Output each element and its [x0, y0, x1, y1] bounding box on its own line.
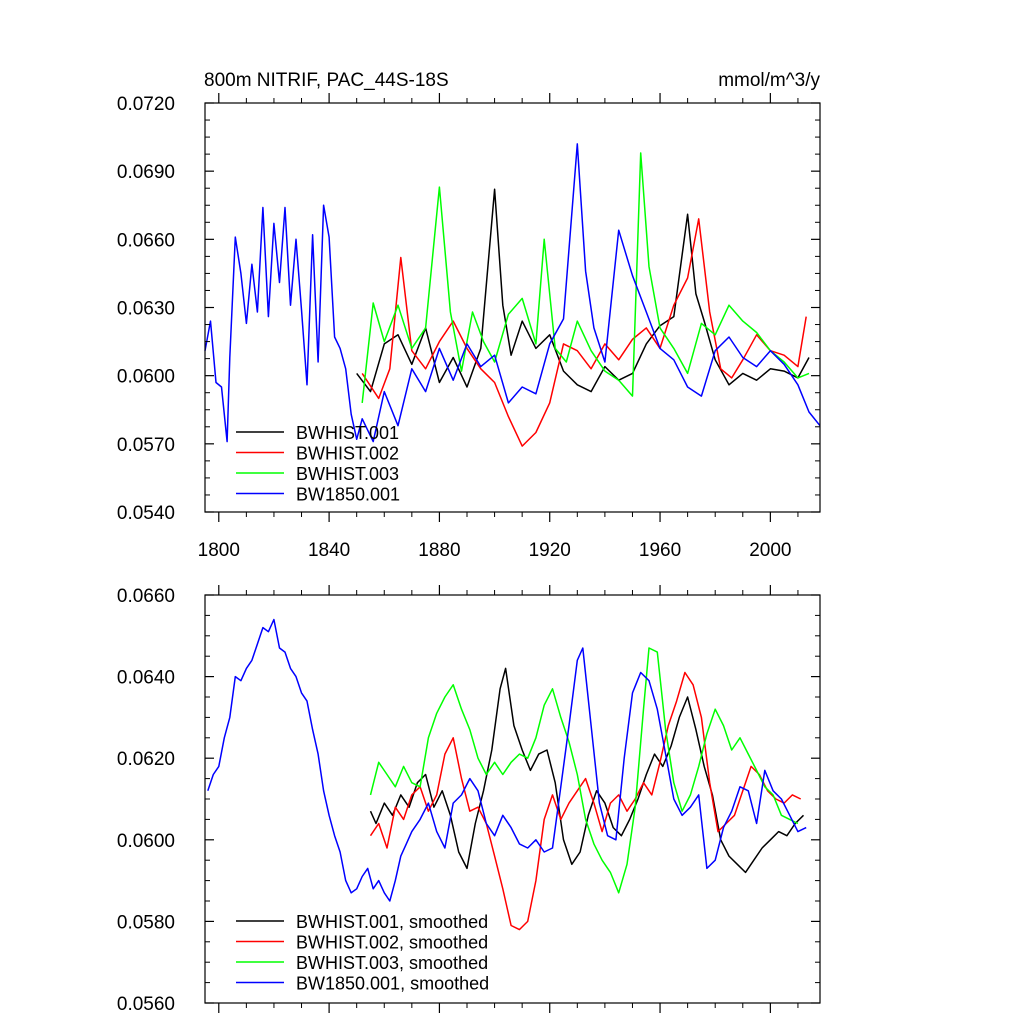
legend-label: BWHIST.002, smoothed: [296, 933, 488, 953]
x-tick-label: 2000: [749, 540, 791, 561]
series-line-1: [369, 667, 805, 874]
chart-title: 800m NITRIF, PAC_44S-18S: [204, 70, 449, 91]
y-tick-label: 0.0720: [117, 94, 175, 115]
x-tick-label: 1800: [198, 540, 240, 561]
legend-label: BWHIST.001, smoothed: [296, 912, 488, 932]
legend-label: BWHIST.003: [296, 464, 399, 484]
y-tick-label: 0.0630: [117, 299, 175, 320]
y-tick-label: 0.0620: [117, 749, 175, 770]
legend-label: BWHIST.003, smoothed: [296, 953, 488, 973]
series-line-4: [204, 143, 821, 443]
series-line-2: [369, 671, 802, 931]
series-line-1: [356, 188, 810, 393]
legend-label: BW1850.001, smoothed: [296, 974, 489, 994]
y-tick-label: 0.0570: [117, 435, 175, 456]
y-tick-label: 0.0660: [117, 230, 175, 251]
y-tick-label: 0.0560: [117, 994, 175, 1015]
y-tick-label: 0.0600: [117, 367, 175, 388]
bottom-panel-smoothed-series: 0.0560 0.0580 0.0600 0.0620 0.0640 0.0660 BWHI…: [117, 585, 821, 1015]
y-tick-label: 0.0580: [117, 912, 175, 933]
series-line-2: [361, 218, 807, 447]
y-tick-label: 0.0690: [117, 162, 175, 183]
x-tick-label: 1960: [639, 540, 681, 561]
x-tick-label: 1920: [529, 540, 571, 561]
plot-area: [204, 143, 821, 447]
series-line-3: [369, 647, 799, 894]
y-tick-label: 0.0660: [117, 586, 175, 607]
legend-label: BW1850.001: [296, 485, 400, 505]
legend-label: BWHIST.002: [296, 444, 399, 464]
chart-units-label: mmol/m^3/y: [718, 70, 820, 91]
y-tick-label: 0.0640: [117, 668, 175, 689]
series-line-4: [207, 618, 807, 902]
top-panel-raw-series: 800m NITRIF, PAC_44S-18S mmol/m^3/y 0.05…: [117, 70, 821, 561]
x-tick-label: 1880: [418, 540, 460, 561]
legend-label: BWHIST.001: [296, 423, 399, 443]
series-line-3: [361, 152, 810, 403]
y-tick-label: 0.0540: [117, 503, 175, 524]
y-tick-label: 0.0600: [117, 831, 175, 852]
plot-area: [207, 618, 807, 931]
x-tick-label: 1840: [308, 540, 350, 561]
